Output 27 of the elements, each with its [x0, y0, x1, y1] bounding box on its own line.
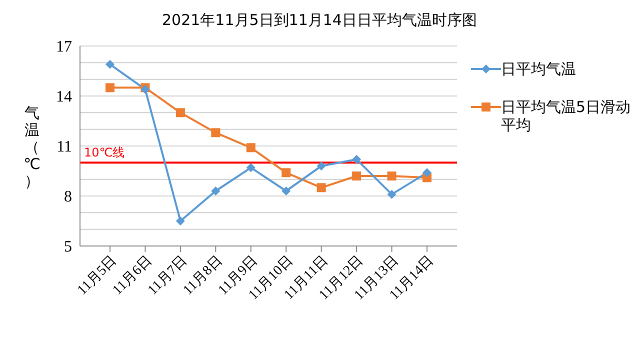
y-tick-label: 11	[56, 138, 72, 156]
point	[422, 168, 432, 178]
point	[246, 143, 256, 152]
point	[282, 168, 291, 178]
y-tick-label: 5	[64, 238, 72, 256]
point	[316, 162, 326, 170]
point	[106, 60, 114, 69]
y-tick-label: 17	[56, 38, 72, 56]
point	[316, 183, 326, 192]
point	[352, 172, 362, 180]
legend-label: 日平均气温	[501, 60, 576, 78]
point	[282, 186, 291, 196]
y-axis-title: 气温（℃）	[24, 104, 40, 190]
point	[352, 154, 362, 164]
y-tick-label: 14	[56, 88, 72, 106]
point	[387, 172, 396, 180]
point	[176, 108, 185, 118]
point	[106, 83, 114, 92]
chart-title: 2021年11月5日到11月14日日平均气温时序图	[161, 10, 478, 31]
point	[211, 128, 220, 138]
point	[246, 163, 256, 172]
point	[387, 190, 396, 199]
y-tick-label: 8	[64, 188, 72, 206]
ref-line-label: 10℃线	[84, 146, 125, 160]
legend-label: 日平均气温5日滑动平均	[501, 98, 631, 134]
point	[176, 216, 185, 226]
point	[211, 186, 220, 196]
